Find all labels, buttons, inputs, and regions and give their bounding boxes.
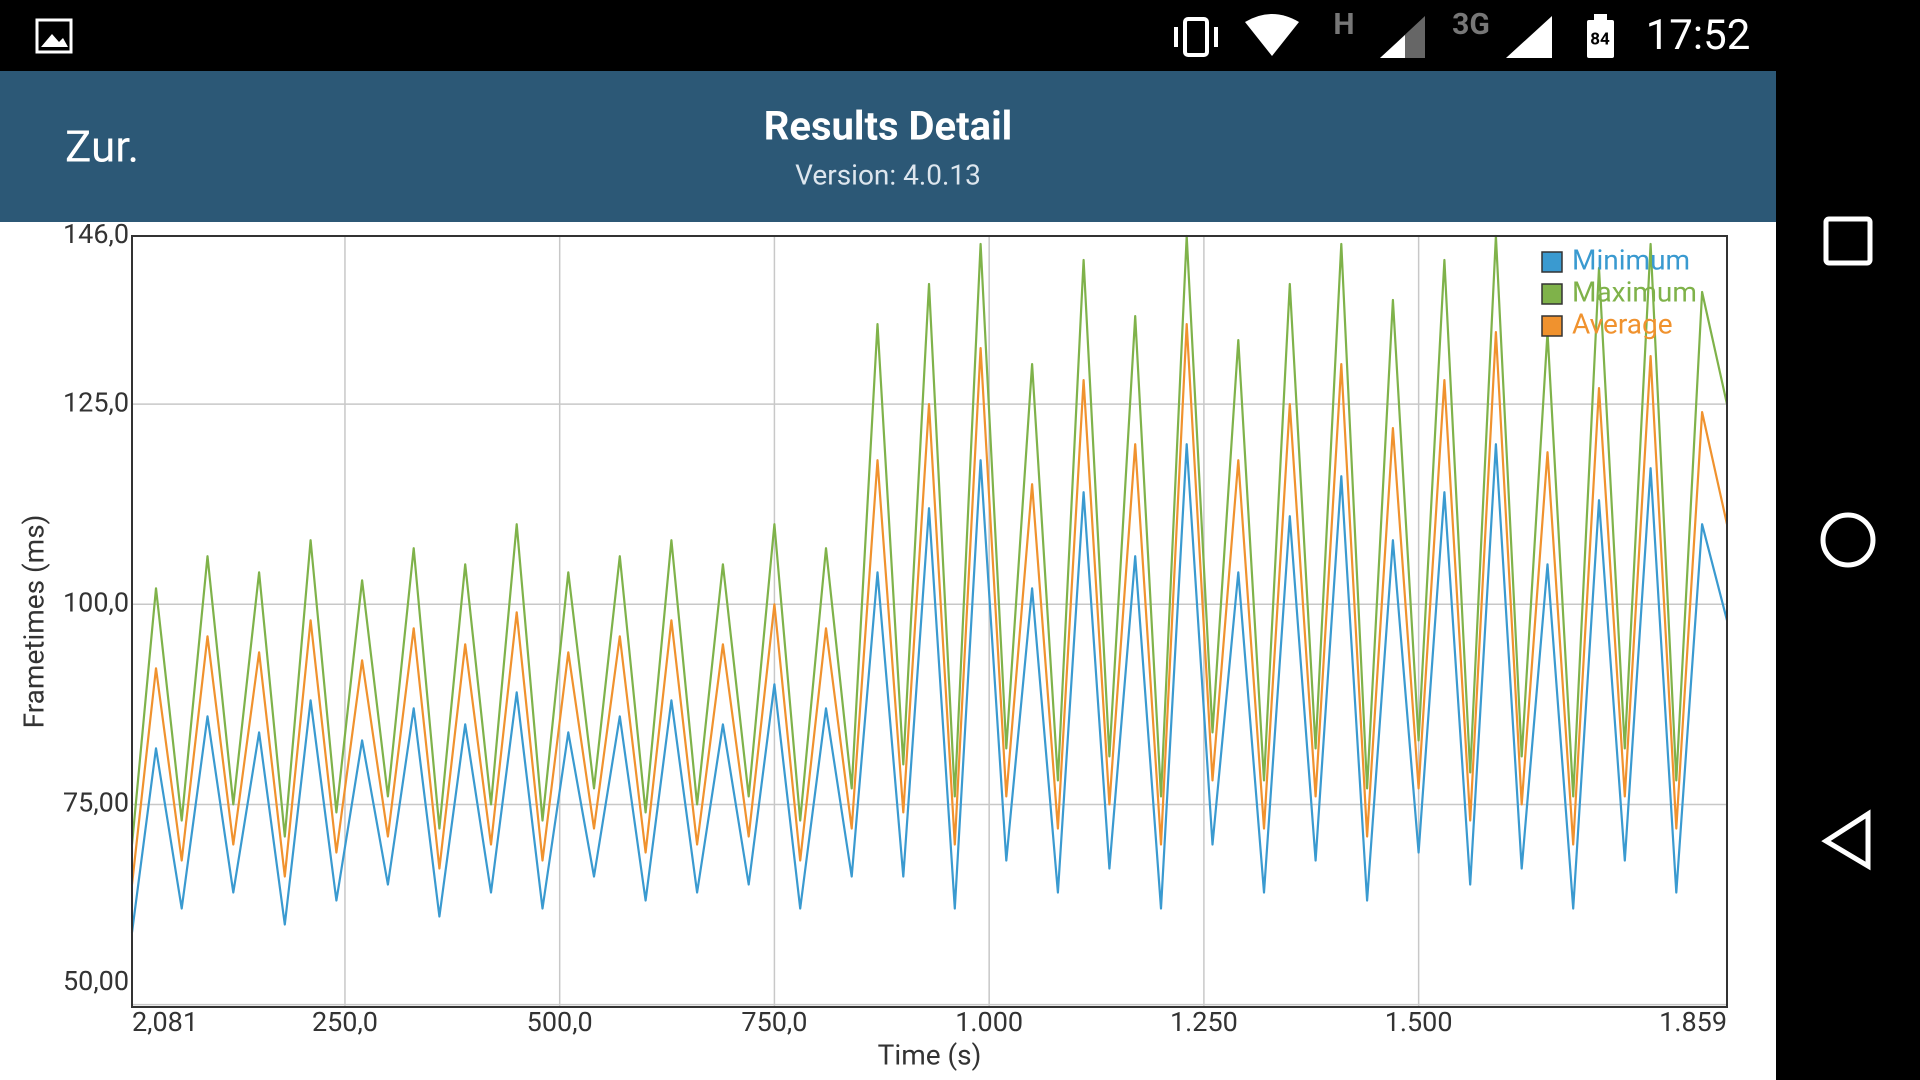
nav-bar	[1820, 216, 1876, 871]
x-axis-label: Time (s)	[878, 1038, 982, 1071]
x-tick-label: 1.000	[955, 1006, 1023, 1038]
line-series	[130, 234, 1729, 845]
line-series	[130, 323, 1729, 885]
chart: 50,00 75,00 100,0 125,0 146,0 2,081 250,0 500,0…	[17, 218, 1729, 1071]
x-tick-label: 500,0	[527, 1006, 593, 1038]
back-nav-button[interactable]	[1821, 809, 1871, 871]
y-tick-label: 146,0	[63, 218, 129, 250]
legend-swatch	[1541, 315, 1563, 337]
network-label: 3G	[1452, 7, 1490, 42]
signal-2	[1506, 16, 1552, 58]
battery-tip	[1594, 14, 1607, 21]
vibrate-right	[1214, 27, 1218, 47]
clock: 17:52	[1646, 11, 1751, 60]
legend-swatch	[1541, 251, 1563, 273]
plot-frame	[131, 235, 1728, 1008]
y-tick-label: 125,0	[63, 386, 129, 418]
network-label: H	[1333, 7, 1354, 42]
y-axis-label: Frametimes (ms)	[17, 515, 50, 729]
back-button[interactable]: Zur.	[65, 121, 139, 173]
vibrate-icon	[1183, 17, 1209, 57]
signal-1	[1380, 16, 1425, 58]
home-button[interactable]	[1820, 512, 1876, 568]
vibrate-left	[1174, 27, 1178, 47]
line-series	[130, 443, 1729, 933]
legend-label: Maximum	[1572, 275, 1697, 308]
wifi-icon	[1245, 14, 1299, 56]
x-tick-label: 1.250	[1170, 1006, 1238, 1038]
x-tick-label: 2,081	[132, 1006, 198, 1038]
battery-level: 84	[1590, 29, 1610, 49]
y-tick-label: 100,0	[63, 586, 129, 618]
signal-1-fill	[1380, 35, 1405, 58]
x-tick-label: 750,0	[741, 1006, 807, 1038]
x-tick-label: 250,0	[312, 1006, 378, 1038]
x-tick-label: 1.859	[1659, 1006, 1727, 1038]
legend-swatch	[1541, 283, 1563, 305]
recent-apps-button[interactable]	[1823, 216, 1873, 266]
legend-label: Average	[1572, 307, 1673, 340]
battery-icon	[1587, 20, 1614, 58]
y-tick-label: 75,00	[63, 787, 129, 819]
app-bar	[0, 71, 1776, 222]
gallery-icon-shape	[41, 34, 68, 47]
legend-label: Minimum	[1572, 243, 1690, 276]
status-icons	[35, 14, 1614, 58]
page-subtitle: Version: 4.0.13	[795, 158, 981, 191]
x-tick-label: 1.500	[1385, 1006, 1453, 1038]
y-tick-label: 50,00	[63, 965, 129, 997]
page-title: Results Detail	[764, 103, 1013, 150]
gallery-icon	[35, 18, 73, 54]
